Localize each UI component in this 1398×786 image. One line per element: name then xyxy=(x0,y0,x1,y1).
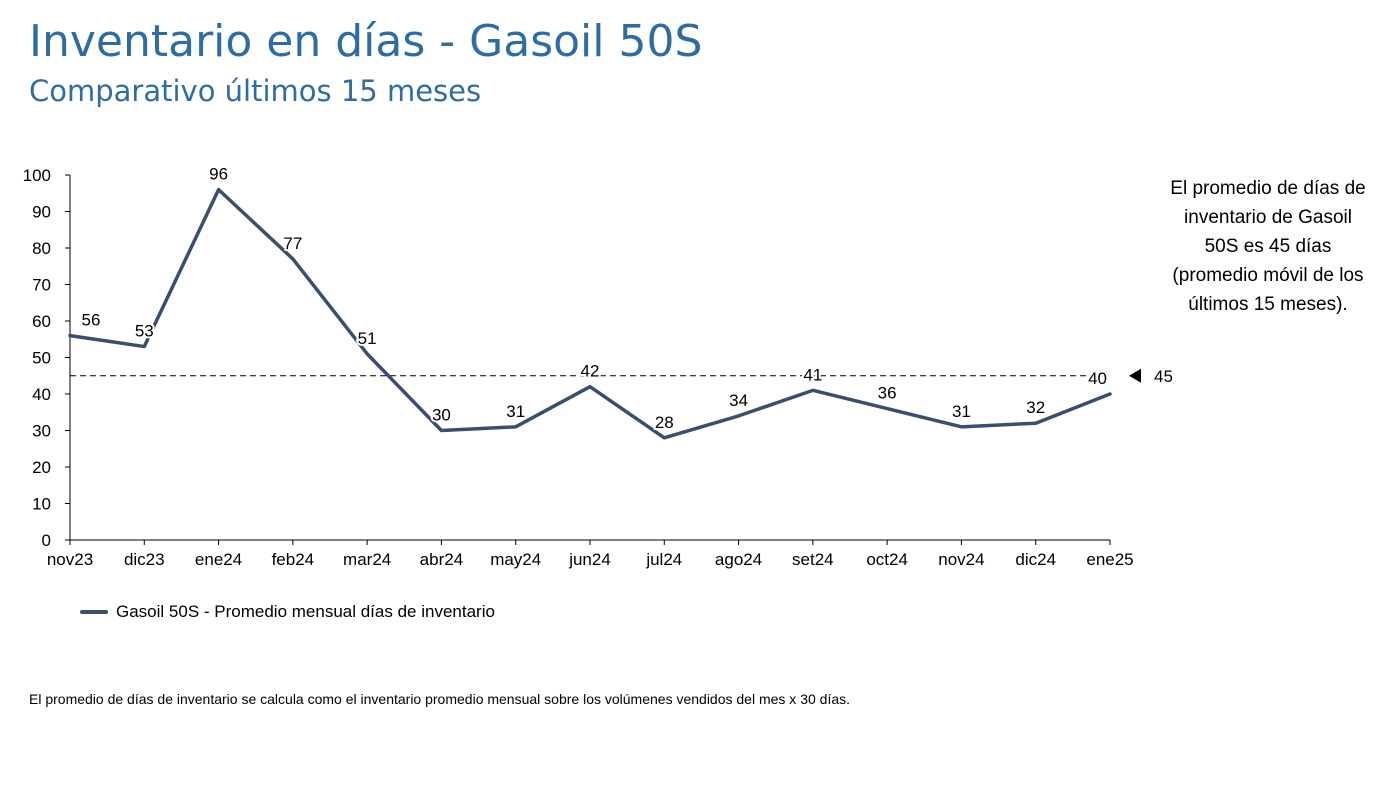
page-title: Inventario en días - Gasoil 50S xyxy=(29,16,703,67)
y-tick-label: 100 xyxy=(23,166,51,185)
x-tick-label: ago24 xyxy=(715,550,762,569)
y-tick-label: 80 xyxy=(32,239,51,258)
data-label: 77 xyxy=(283,234,302,253)
page-subtitle: Comparativo últimos 15 meses xyxy=(29,74,482,108)
y-tick-label: 60 xyxy=(32,312,51,331)
footnote: El promedio de días de inventario se cal… xyxy=(29,691,851,707)
data-point xyxy=(959,425,963,429)
line-chart: 0 10 20 30 40 50 60 70 80 90 100 nov23 dic23 ene24 feb… xyxy=(23,163,1173,569)
data-point xyxy=(68,334,72,338)
average-note: El promedio de días de inventario de Gas… xyxy=(1170,178,1366,315)
data-point xyxy=(217,188,221,192)
x-tick-label: ene25 xyxy=(1086,550,1133,569)
x-tick-label: nov24 xyxy=(938,550,984,569)
data-point xyxy=(142,345,146,349)
data-label: 42 xyxy=(581,362,600,381)
data-label: 51 xyxy=(358,329,377,348)
x-tick-label: oct24 xyxy=(866,550,908,569)
data-point xyxy=(588,385,592,389)
legend-swatch xyxy=(80,610,108,614)
data-point xyxy=(1034,421,1038,425)
data-label: 96 xyxy=(209,165,228,184)
data-label: 41 xyxy=(803,365,822,384)
y-tick-label: 10 xyxy=(32,495,51,514)
legend-label: Gasoil 50S - Promedio mensual días de in… xyxy=(116,602,495,621)
x-tick-label: abr24 xyxy=(420,550,463,569)
data-point xyxy=(811,388,815,392)
x-tick-label: jun24 xyxy=(568,550,611,569)
y-tick-label: 20 xyxy=(32,458,51,477)
x-tick-label: set24 xyxy=(792,550,834,569)
series-line xyxy=(68,187,1112,440)
average-reference-label: 45 xyxy=(1154,367,1173,386)
data-point xyxy=(662,436,666,440)
data-label: 30 xyxy=(432,406,451,425)
y-tick-label: 30 xyxy=(32,422,51,441)
data-label: 31 xyxy=(506,402,525,421)
data-label: 56 xyxy=(82,311,101,330)
data-label: 36 xyxy=(878,384,897,403)
data-point xyxy=(439,429,443,432)
chart-legend: Gasoil 50S - Promedio mensual días de in… xyxy=(80,602,495,622)
data-label: 28 xyxy=(655,413,674,432)
data-point xyxy=(291,257,295,261)
data-point xyxy=(1108,392,1112,396)
data-point xyxy=(737,414,741,418)
data-label: 34 xyxy=(729,391,748,410)
x-tick-label: dic23 xyxy=(124,550,165,569)
data-label: 40 xyxy=(1088,369,1107,388)
x-tick-label: mar24 xyxy=(343,550,391,569)
data-label: 32 xyxy=(1026,398,1045,417)
x-tick-label: may24 xyxy=(490,550,541,569)
y-tick-label: 90 xyxy=(32,203,51,222)
x-tick-label: dic24 xyxy=(1015,550,1056,569)
data-point xyxy=(514,425,518,429)
data-point xyxy=(885,407,889,411)
x-tick-label: jul24 xyxy=(645,550,682,569)
x-tick-label: feb24 xyxy=(272,550,315,569)
x-tick-label: nov23 xyxy=(47,550,93,569)
data-point xyxy=(365,352,369,356)
x-tick-label: ene24 xyxy=(195,550,242,569)
y-tick-label: 50 xyxy=(32,349,51,368)
average-marker-icon xyxy=(1129,368,1141,383)
data-label: 53 xyxy=(135,322,154,341)
y-tick-label: 70 xyxy=(32,276,51,295)
y-tick-label: 40 xyxy=(32,385,51,404)
y-tick-label: 0 xyxy=(42,531,51,550)
data-label: 31 xyxy=(952,402,971,421)
